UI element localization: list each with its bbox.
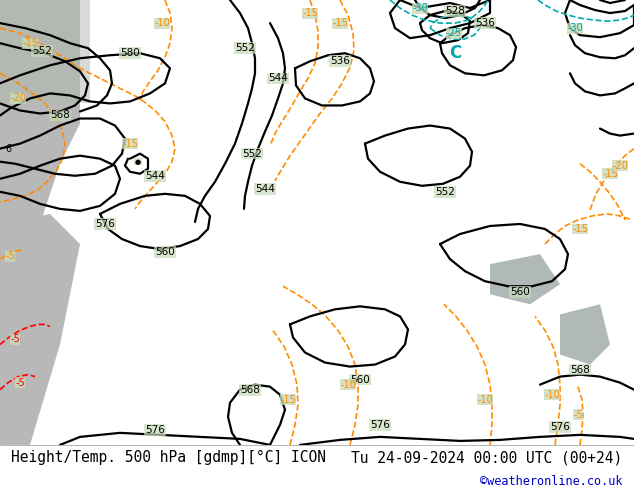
Text: C: C	[449, 44, 461, 62]
Polygon shape	[560, 304, 610, 365]
Polygon shape	[0, 0, 90, 103]
Text: 568: 568	[570, 365, 590, 374]
Text: -15: -15	[122, 139, 138, 148]
Text: 536: 536	[475, 18, 495, 28]
Text: 544: 544	[255, 184, 275, 194]
Text: 6: 6	[5, 144, 11, 154]
Text: 560: 560	[155, 247, 175, 257]
Text: -30: -30	[412, 3, 428, 13]
Text: -5: -5	[15, 378, 25, 388]
Polygon shape	[0, 214, 80, 445]
Text: ©weatheronline.co.uk: ©weatheronline.co.uk	[480, 475, 623, 489]
Text: 576: 576	[145, 425, 165, 435]
Text: 568: 568	[50, 111, 70, 121]
Text: 576: 576	[95, 219, 115, 229]
Text: -10: -10	[340, 380, 356, 390]
Text: Height/Temp. 500 hPa [gdmp][°C] ICON: Height/Temp. 500 hPa [gdmp][°C] ICON	[11, 450, 327, 465]
Text: 552: 552	[435, 187, 455, 197]
Text: 528: 528	[445, 6, 465, 16]
Text: Tu 24-09-2024 00:00 UTC (00+24): Tu 24-09-2024 00:00 UTC (00+24)	[351, 450, 623, 465]
Text: 576: 576	[550, 422, 570, 432]
Text: 552: 552	[242, 148, 262, 159]
Text: -25: -25	[446, 28, 462, 38]
Text: -15: -15	[302, 8, 318, 18]
Text: -5: -5	[5, 251, 15, 261]
Text: -30: -30	[567, 23, 583, 33]
Polygon shape	[0, 0, 80, 224]
Text: -20: -20	[612, 161, 628, 171]
Text: -10: -10	[154, 18, 170, 28]
Text: 552: 552	[32, 46, 52, 56]
Text: 576: 576	[370, 420, 390, 430]
Text: -15: -15	[280, 395, 296, 405]
Text: 536: 536	[330, 56, 350, 66]
Text: 560: 560	[350, 375, 370, 385]
Text: 544: 544	[268, 74, 288, 83]
Text: -15: -15	[22, 38, 38, 48]
Text: -5: -5	[10, 335, 20, 344]
Text: -15: -15	[602, 169, 618, 179]
Text: 544: 544	[145, 171, 165, 181]
Text: -20: -20	[10, 94, 26, 103]
Text: -10: -10	[544, 390, 560, 400]
Text: 560: 560	[510, 287, 530, 297]
Text: ●: ●	[135, 159, 141, 165]
Text: 580: 580	[120, 48, 140, 58]
Text: 552: 552	[235, 43, 255, 53]
Polygon shape	[490, 254, 560, 304]
Text: -10: -10	[477, 395, 493, 405]
Text: -15: -15	[572, 224, 588, 234]
Text: 568: 568	[240, 385, 260, 394]
Text: -5: -5	[573, 410, 583, 420]
Text: -15: -15	[332, 18, 348, 28]
